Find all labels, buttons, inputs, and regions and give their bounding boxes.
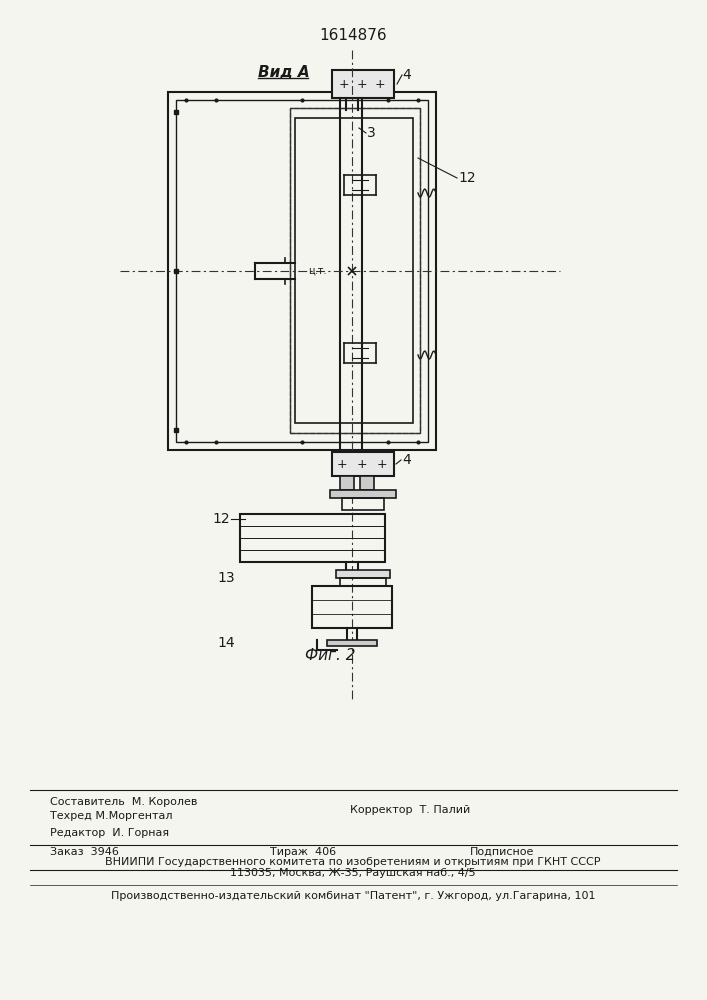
Text: +: + [377,458,387,471]
Text: ц.т.: ц.т. [308,266,327,276]
Bar [330,490,396,498]
Text: 3: 3 [367,126,375,140]
Text: Редактор  И. Горная: Редактор И. Горная [50,828,169,838]
Text: ВНИИПИ Государственного комитета по изобретениям и открытиям при ГКНТ СССР: ВНИИПИ Государственного комитета по изоб… [105,857,601,867]
Text: +: + [357,78,368,91]
Text: Подписное: Подписное [470,847,534,857]
Text: 1614876: 1614876 [319,28,387,43]
Bar [332,70,394,98]
Bar [168,92,436,450]
Bar [295,118,413,423]
Text: Фиг. 2: Фиг. 2 [305,648,355,664]
Bar [332,452,394,476]
Bar [340,476,354,490]
Bar [240,514,385,562]
Text: 12: 12 [458,171,476,185]
Text: Заказ  3946: Заказ 3946 [50,847,119,857]
Bar [360,476,374,490]
Bar [290,108,420,433]
Text: Корректор  Т. Палий: Корректор Т. Палий [350,805,470,815]
Text: 4: 4 [402,68,411,82]
Text: Техред М.Моргентал: Техред М.Моргентал [50,811,173,821]
Bar [290,108,420,433]
Text: Производственно-издательский комбинат "Патент", г. Ужгород, ул.Гагарина, 101: Производственно-издательский комбинат "П… [111,891,595,901]
Text: +: + [337,458,347,471]
Bar [176,100,428,442]
Text: Составитель  М. Королев: Составитель М. Королев [50,797,197,807]
Bar [312,586,392,628]
Text: 4: 4 [402,453,411,467]
Text: +: + [339,78,349,91]
Text: Тираж  406: Тираж 406 [270,847,336,857]
Text: 12: 12 [212,512,230,526]
Text: 113035, Москва, Ж-35, Раушская наб., 4/5: 113035, Москва, Ж-35, Раушская наб., 4/5 [230,868,476,878]
Bar [327,640,377,646]
Text: 13: 13 [217,571,235,585]
Text: Вид А: Вид А [258,65,310,80]
Bar [336,570,390,578]
Text: +: + [375,78,385,91]
Bar [342,498,384,510]
Bar [340,578,386,586]
Text: +: + [357,458,368,471]
Text: 14: 14 [217,636,235,650]
